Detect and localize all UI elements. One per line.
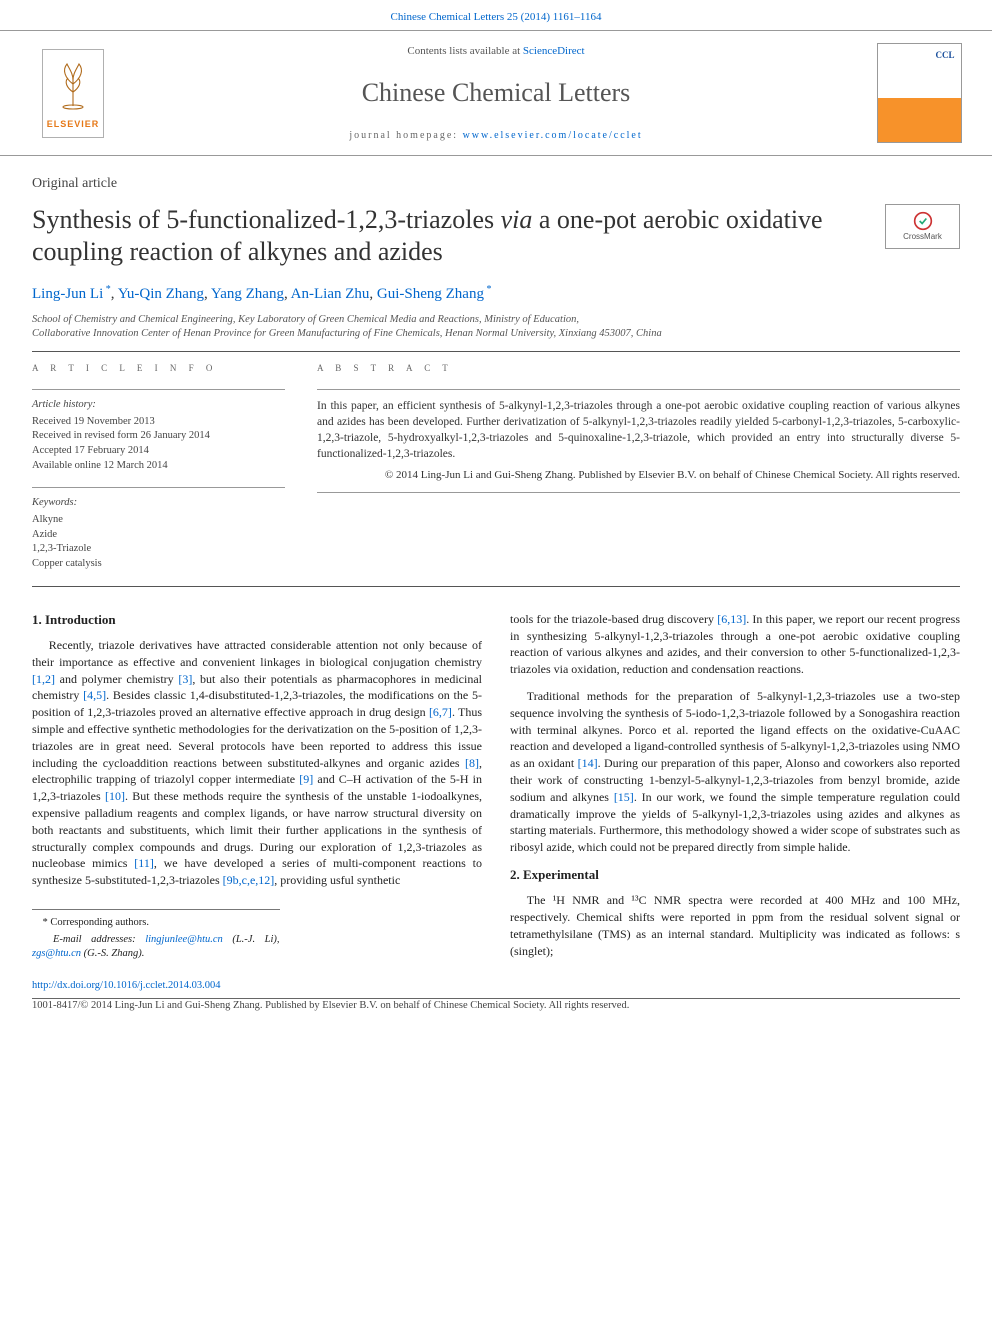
- contents-line: Contents lists available at ScienceDirec…: [140, 44, 852, 59]
- article-info-header: A R T I C L E I N F O: [32, 362, 285, 375]
- citation-link[interactable]: [1,2]: [32, 672, 55, 686]
- divider: [32, 487, 285, 488]
- citation-link[interactable]: [14]: [578, 756, 598, 770]
- citation-link[interactable]: [11]: [134, 856, 154, 870]
- section-heading-introduction: 1. Introduction: [32, 611, 482, 629]
- cover-ccl-badge: CCL: [933, 48, 956, 63]
- body-paragraph: Recently, triazole derivatives have attr…: [32, 637, 482, 889]
- section-heading-experimental: 2. Experimental: [510, 866, 960, 884]
- divider: [317, 389, 960, 390]
- issn-copyright: 1001-8417/© 2014 Ling-Jun Li and Gui-She…: [32, 999, 960, 1014]
- sciencedirect-link[interactable]: ScienceDirect: [523, 45, 585, 57]
- masthead: ELSEVIER Contents lists available at Sci…: [0, 31, 992, 156]
- header-citation[interactable]: Chinese Chemical Letters 25 (2014) 1161–…: [0, 0, 992, 30]
- email-link[interactable]: zgs@htu.cn: [32, 948, 81, 959]
- divider: [317, 492, 960, 493]
- citation-link[interactable]: [8]: [465, 756, 479, 770]
- journal-name: Chinese Chemical Letters: [140, 75, 852, 111]
- crossmark-label: CrossMark: [903, 231, 942, 242]
- keyword-item: Alkyne: [32, 513, 285, 528]
- keyword-item: Copper catalysis: [32, 557, 285, 572]
- homepage-link[interactable]: www.elsevier.com/locate/cclet: [463, 130, 643, 141]
- article-type: Original article: [32, 174, 960, 194]
- contents-prefix: Contents lists available at: [407, 45, 522, 57]
- corresponding-asterisk: *: [484, 284, 492, 295]
- citation-link[interactable]: [4,5]: [83, 688, 106, 702]
- history-heading: Article history:: [32, 398, 285, 413]
- title-italic: via: [501, 205, 533, 234]
- body-paragraph: The ¹H NMR and ¹³C NMR spectra were reco…: [510, 892, 960, 959]
- email-line: E-mail addresses: lingjunlee@htu.cn (L.-…: [32, 933, 280, 962]
- divider: [32, 389, 285, 390]
- elsevier-wordmark: ELSEVIER: [47, 118, 100, 131]
- citation-link[interactable]: Chinese Chemical Letters 25 (2014) 1161–…: [391, 11, 602, 23]
- affiliations: School of Chemistry and Chemical Enginee…: [32, 313, 960, 341]
- history-item: Received 19 November 2013: [32, 415, 285, 430]
- keyword-item: 1,2,3-Triazole: [32, 542, 285, 557]
- history-item: Received in revised form 26 January 2014: [32, 429, 285, 444]
- citation-link[interactable]: [6,7]: [429, 705, 452, 719]
- right-column: tools for the triazole-based drug discov…: [510, 611, 960, 970]
- homepage-prefix: journal homepage:: [349, 130, 462, 141]
- corresponding-asterisk: *: [103, 284, 111, 295]
- citation-link[interactable]: [10]: [105, 789, 125, 803]
- article-title: Synthesis of 5-functionalized-1,2,3-tria…: [32, 204, 885, 269]
- affiliation-line: Collaborative Innovation Center of Henan…: [32, 327, 960, 341]
- corresponding-note: * Corresponding authors.: [32, 916, 280, 931]
- abstract-header: A B S T R A C T: [317, 362, 960, 375]
- body-paragraph: Traditional methods for the preparation …: [510, 688, 960, 856]
- author-link[interactable]: Yu-Qin Zhang: [118, 286, 204, 302]
- crossmark-badge[interactable]: CrossMark: [885, 204, 960, 249]
- author-link[interactable]: Ling-Jun Li: [32, 286, 103, 302]
- author-link[interactable]: An-Lian Zhu: [291, 286, 370, 302]
- abstract-copyright: © 2014 Ling-Jun Li and Gui-Sheng Zhang. …: [317, 468, 960, 483]
- doi-link[interactable]: http://dx.doi.org/10.1016/j.cclet.2014.0…: [32, 980, 221, 991]
- history-item: Available online 12 March 2014: [32, 459, 285, 474]
- footnote-block: * Corresponding authors. E-mail addresse…: [32, 909, 280, 962]
- left-column: 1. Introduction Recently, triazole deriv…: [32, 611, 482, 970]
- elsevier-tree-icon: [47, 56, 100, 118]
- citation-link[interactable]: [3]: [178, 672, 192, 686]
- email-link[interactable]: lingjunlee@htu.cn: [145, 934, 223, 945]
- citation-link[interactable]: [6,13]: [717, 612, 746, 626]
- body-paragraph: tools for the triazole-based drug discov…: [510, 611, 960, 678]
- title-part: Synthesis of 5-functionalized-1,2,3-tria…: [32, 205, 501, 234]
- article-info-sidebar: A R T I C L E I N F O Article history: R…: [32, 362, 307, 585]
- history-item: Accepted 17 February 2014: [32, 444, 285, 459]
- author-link[interactable]: Yang Zhang: [211, 286, 284, 302]
- citation-link[interactable]: [9b,c,e,12]: [223, 873, 275, 887]
- keywords-heading: Keywords:: [32, 496, 285, 511]
- author-link[interactable]: Gui-Sheng Zhang: [377, 286, 484, 302]
- citation-link[interactable]: [9]: [299, 772, 313, 786]
- abstract-text: In this paper, an efficient synthesis of…: [317, 398, 960, 462]
- journal-cover-thumb: CCL: [864, 43, 974, 143]
- abstract-block: A B S T R A C T In this paper, an effici…: [307, 362, 960, 585]
- publisher-logo: ELSEVIER: [18, 49, 128, 138]
- footer-block: http://dx.doi.org/10.1016/j.cclet.2014.0…: [0, 969, 992, 1031]
- body-columns: 1. Introduction Recently, triazole deriv…: [0, 587, 992, 970]
- citation-link[interactable]: [15]: [614, 790, 634, 804]
- crossmark-icon: [913, 211, 933, 231]
- keyword-item: Azide: [32, 528, 285, 543]
- authors-line: Ling-Jun Li *, Yu-Qin Zhang, Yang Zhang,…: [32, 283, 960, 305]
- homepage-line: journal homepage: www.elsevier.com/locat…: [140, 129, 852, 143]
- affiliation-line: School of Chemistry and Chemical Enginee…: [32, 313, 960, 327]
